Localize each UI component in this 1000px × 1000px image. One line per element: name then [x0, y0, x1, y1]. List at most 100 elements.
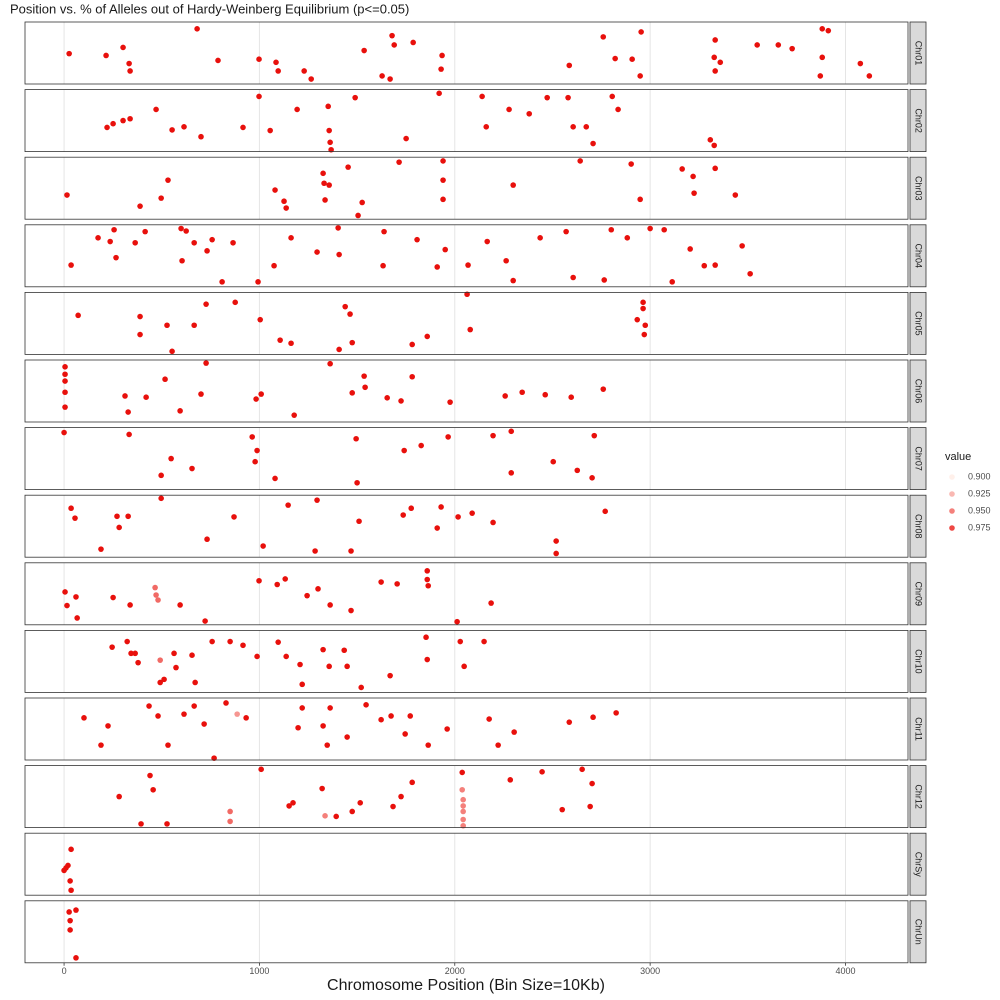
- data-point: [454, 618, 460, 625]
- data-point: [177, 602, 183, 608]
- facet-label: Chr01: [914, 41, 924, 66]
- data-point: [272, 187, 278, 193]
- data-point: [424, 576, 431, 583]
- data-point: [327, 360, 333, 367]
- data-point: [272, 475, 278, 482]
- data-point: [203, 301, 209, 307]
- data-point: [379, 73, 385, 79]
- data-point: [344, 734, 350, 740]
- facet-strip: [909, 156, 927, 220]
- data-point: [589, 780, 595, 787]
- data-point: [191, 239, 197, 246]
- data-point: [62, 378, 68, 384]
- data-point: [219, 279, 225, 285]
- data-point: [320, 646, 326, 653]
- data-point: [439, 52, 445, 59]
- facet-strip: [909, 562, 927, 626]
- panel-background: [25, 495, 908, 558]
- facet-strip: [909, 900, 927, 964]
- panel-background: [25, 360, 908, 422]
- data-point: [511, 729, 517, 735]
- facet-label: Chr09: [914, 582, 924, 607]
- data-point: [819, 26, 826, 32]
- data-point: [590, 714, 596, 721]
- data-point: [542, 391, 549, 398]
- data-point: [539, 769, 545, 775]
- data-point: [349, 808, 356, 815]
- data-point: [789, 45, 795, 52]
- data-point: [223, 700, 229, 706]
- data-point: [137, 203, 143, 209]
- data-point: [396, 159, 402, 165]
- data-point: [110, 120, 116, 127]
- data-point: [510, 277, 516, 284]
- data-point: [583, 124, 590, 130]
- data-point: [198, 391, 204, 397]
- data-point: [68, 262, 74, 268]
- data-point: [282, 576, 289, 582]
- facet-label: Chr10: [914, 649, 924, 674]
- data-point: [254, 653, 260, 660]
- data-point: [467, 326, 474, 333]
- data-point: [288, 235, 294, 241]
- data-point: [352, 94, 358, 101]
- data-point: [165, 742, 171, 748]
- facet-strip: [909, 630, 927, 693]
- x-tick-label: 0: [62, 966, 67, 976]
- panel-border: [24, 89, 909, 152]
- data-point: [817, 73, 824, 79]
- data-point: [455, 514, 461, 520]
- data-point: [153, 106, 159, 113]
- data-point: [775, 42, 782, 48]
- data-point: [711, 54, 718, 61]
- data-point: [314, 497, 320, 503]
- data-point: [68, 846, 74, 853]
- data-point: [111, 226, 117, 233]
- facet-label: ChrSy: [914, 852, 924, 878]
- data-point: [359, 199, 365, 206]
- data-point: [249, 434, 255, 440]
- data-point: [281, 198, 287, 205]
- data-point: [526, 110, 533, 117]
- data-point: [132, 650, 138, 657]
- x-axis-label: Chromosome Position (Bin Size=10Kb): [327, 977, 605, 994]
- data-point: [460, 816, 466, 823]
- data-point: [570, 274, 576, 281]
- data-point: [424, 568, 431, 574]
- data-point: [687, 246, 693, 252]
- data-point: [590, 140, 596, 147]
- data-point: [401, 447, 407, 454]
- data-point: [601, 277, 608, 283]
- data-point: [712, 68, 718, 74]
- data-point: [68, 505, 74, 512]
- data-point: [479, 93, 485, 100]
- data-point: [408, 505, 415, 512]
- data-point: [127, 602, 133, 608]
- data-point: [553, 538, 559, 544]
- facet-label: Chr12: [914, 784, 924, 809]
- data-point: [381, 228, 387, 235]
- panel-background: [25, 900, 908, 963]
- data-point: [615, 106, 621, 113]
- data-point: [398, 793, 404, 800]
- data-point: [394, 581, 400, 587]
- data-point: [260, 543, 266, 549]
- data-point: [483, 124, 490, 130]
- facet-strip: [909, 427, 927, 491]
- data-point: [62, 404, 68, 410]
- data-point: [348, 607, 354, 614]
- data-point: [61, 429, 67, 436]
- facet-label: Chr08: [914, 514, 924, 539]
- data-point: [227, 818, 233, 825]
- panel-border: [24, 562, 909, 626]
- data-point: [568, 394, 575, 401]
- panel-background: [25, 765, 908, 828]
- panel-background: [25, 698, 908, 760]
- panel-background: [25, 292, 908, 355]
- data-point: [162, 376, 168, 383]
- panel-border: [24, 427, 909, 491]
- data-point: [105, 723, 111, 729]
- data-point: [701, 262, 708, 269]
- data-point: [126, 60, 132, 67]
- data-point: [61, 867, 67, 874]
